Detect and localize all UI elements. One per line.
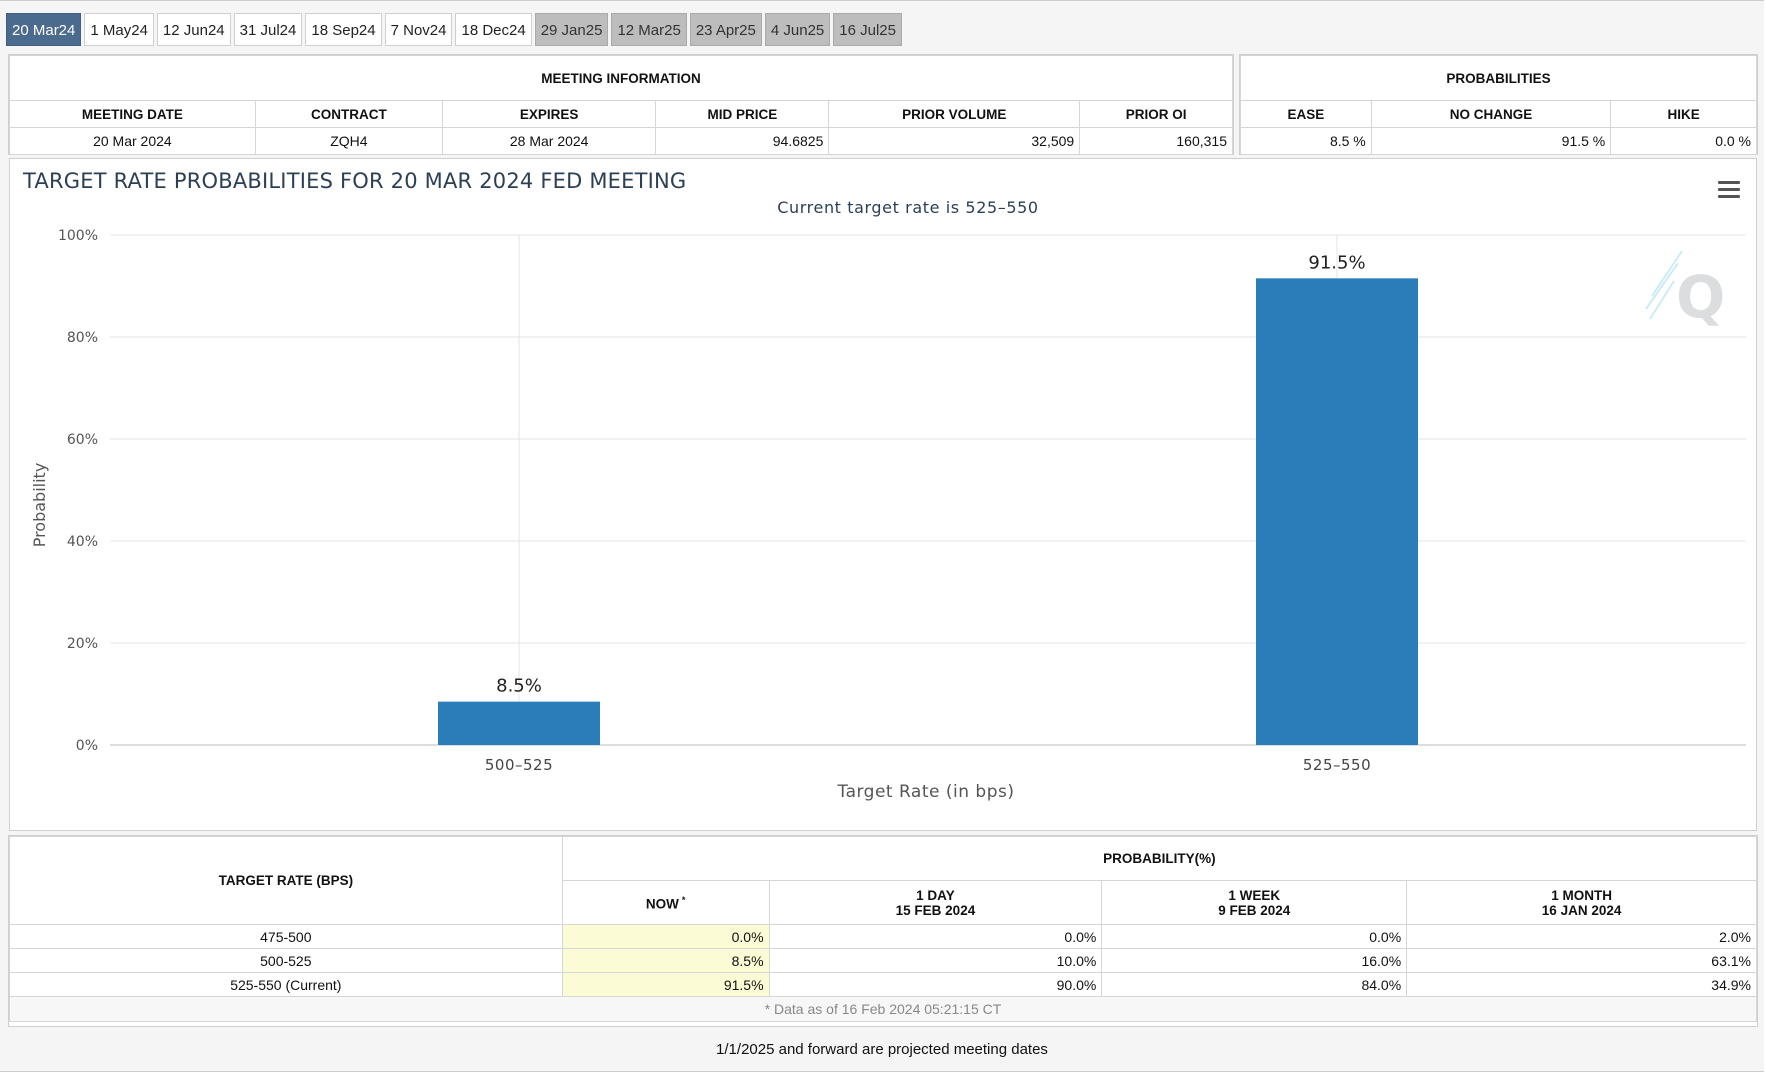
table-row: 475-500 0.0% 0.0% 0.0% 2.0%	[9, 924, 1757, 949]
column-header: CONTRACT	[254, 100, 443, 128]
chart-subtitle: Current target rate is 525–550	[777, 198, 1038, 217]
meeting-info-value: ZQH4	[254, 127, 443, 155]
tab-meeting-date[interactable]: 7 Nov24	[384, 13, 453, 46]
column-header: EASE	[1240, 100, 1372, 128]
probability-value: 91.5 %	[1370, 127, 1612, 155]
probability-column-header: NOW *	[561, 880, 770, 925]
svg-text:Q: Q	[1676, 263, 1725, 331]
y-tick-label: 100%	[58, 228, 98, 244]
target-rate-cell: 525-550 (Current)	[9, 972, 563, 997]
x-tick-label: 500–525	[485, 756, 553, 774]
table-row: 500-525 8.5% 10.0% 16.0% 63.1%	[9, 948, 1757, 973]
probability-cell: 16.0%	[1101, 948, 1408, 973]
tab-meeting-date[interactable]: 23 Apr25	[689, 13, 762, 46]
probability-cell: 90.0%	[768, 972, 1103, 997]
meeting-info-value: 32,509	[828, 127, 1081, 155]
y-tick-label: 80%	[67, 330, 98, 346]
probability-value: 8.5 %	[1240, 127, 1372, 155]
probability-cell: 0.0%	[1101, 924, 1408, 949]
quikstrike-q-logo: Q	[1645, 250, 1725, 331]
meeting-info-table: MEETING INFORMATION MEETING DATE CONTRACT…	[8, 54, 1234, 155]
now-probability-cell: 8.5%	[561, 948, 770, 973]
column-header-date: 15 FEB 2024	[895, 902, 976, 918]
tab-meeting-date[interactable]: 12 Mar25	[611, 13, 687, 46]
probability-cell: 2.0%	[1406, 924, 1757, 949]
probability-cell: 84.0%	[1101, 972, 1408, 997]
meeting-tabs: 20 Mar24 1 May24 12 Jun24 31 Jul24 18 Sep24 7…	[6, 13, 902, 46]
y-tick-label: 60%	[67, 432, 98, 448]
now-probability-cell: 91.5%	[561, 972, 770, 997]
probability-history-table: TARGET RATE (BPS) PROBABILITY(%) NOW * 1 D…	[8, 835, 1758, 1027]
bar-525–550	[1256, 278, 1418, 745]
y-tick-label: 20%	[67, 636, 98, 652]
column-header-date: 16 JAN 2024	[1541, 902, 1622, 918]
chart-panel: TARGET RATE PROBABILITIES FOR 20 MAR 202…	[9, 158, 1757, 831]
column-header: MID PRICE	[655, 100, 830, 128]
bar-500–525	[438, 701, 600, 745]
tab-meeting-date[interactable]: 16 Jul25	[833, 13, 902, 46]
probability-cell: 0.0%	[768, 924, 1103, 949]
y-tick-label: 40%	[67, 534, 98, 550]
tab-meeting-date[interactable]: 20 Mar24	[6, 13, 82, 46]
column-header-line1: 1 WEEK	[1228, 887, 1281, 903]
footnote-marker: *	[681, 895, 686, 906]
probability-cell: 63.1%	[1406, 948, 1757, 973]
probability-column-header: 1 DAY 15 FEB 2024	[768, 880, 1103, 925]
tab-meeting-date[interactable]: 4 Jun25	[764, 13, 831, 46]
probability-column-header: 1 WEEK 9 FEB 2024	[1101, 880, 1408, 925]
column-header-line1: NOW	[645, 896, 679, 912]
meeting-info-value: 160,315	[1079, 127, 1233, 155]
x-axis-title: Target Rate (in bps)	[837, 782, 1015, 802]
probability-group-header: PROBABILITY(%)	[561, 836, 1758, 881]
column-header: PRIOR OI	[1079, 100, 1233, 128]
column-header: PRIOR VOLUME	[828, 100, 1081, 128]
tab-meeting-date[interactable]: 18 Dec24	[455, 13, 532, 46]
column-header: HIKE	[1610, 100, 1757, 128]
column-header-line1: 1 MONTH	[1551, 887, 1612, 903]
y-axis-title: Probability	[30, 463, 49, 548]
tab-meeting-date[interactable]: 31 Jul24	[233, 13, 303, 46]
probability-cell: 34.9%	[1406, 972, 1757, 997]
probabilities-heading: PROBABILITIES	[1240, 55, 1757, 101]
column-header: NO CHANGE	[1370, 100, 1612, 128]
table-row: 525-550 (Current) 91.5% 90.0% 84.0% 34.9%	[9, 972, 1757, 997]
bar-chart: Q Current target rate is 525–550 0% 20% 40%…	[30, 198, 1746, 802]
tab-meeting-date[interactable]: 18 Sep24	[305, 13, 382, 46]
projected-dates-note: 1/1/2025 and forward are projected meeti…	[716, 1041, 1048, 1058]
column-header-date: 9 FEB 2024	[1218, 902, 1291, 918]
target-rate-cell: 500-525	[9, 948, 563, 973]
target-rate-cell: 475-500	[9, 924, 563, 949]
meeting-info-value: 94.6825	[655, 127, 830, 155]
column-header: MEETING DATE	[9, 100, 256, 128]
data-label: 8.5%	[496, 676, 542, 697]
meeting-info-value: 28 Mar 2024	[441, 127, 657, 155]
now-probability-cell: 0.0%	[561, 924, 770, 949]
tab-meeting-date[interactable]: 29 Jan25	[534, 13, 609, 46]
column-header: EXPIRES	[441, 100, 657, 128]
data-label: 91.5%	[1308, 252, 1365, 273]
tab-meeting-date[interactable]: 1 May24	[84, 13, 154, 46]
meeting-info-value: 20 Mar 2024	[9, 127, 256, 155]
tab-meeting-date[interactable]: 12 Jun24	[156, 13, 231, 46]
meeting-info-heading: MEETING INFORMATION	[9, 55, 1233, 101]
probability-value: 0.0 %	[1610, 127, 1757, 155]
x-tick-label: 525–550	[1303, 756, 1371, 774]
probability-cell: 10.0%	[768, 948, 1103, 973]
chart-title: TARGET RATE PROBABILITIES FOR 20 MAR 202…	[23, 169, 687, 193]
data-timestamp-footnote: * Data as of 16 Feb 2024 05:21:15 CT	[9, 996, 1757, 1022]
probabilities-summary-table: PROBABILITIES EASE NO CHANGE HIKE 8.5 % 91.…	[1239, 54, 1758, 155]
y-tick-label: 0%	[76, 738, 98, 754]
column-header-line1: 1 DAY	[916, 887, 955, 903]
hamburger-menu-icon[interactable]	[1718, 181, 1740, 199]
probability-column-header: 1 MONTH 16 JAN 2024	[1406, 880, 1757, 925]
target-rate-header: TARGET RATE (BPS)	[9, 836, 563, 925]
